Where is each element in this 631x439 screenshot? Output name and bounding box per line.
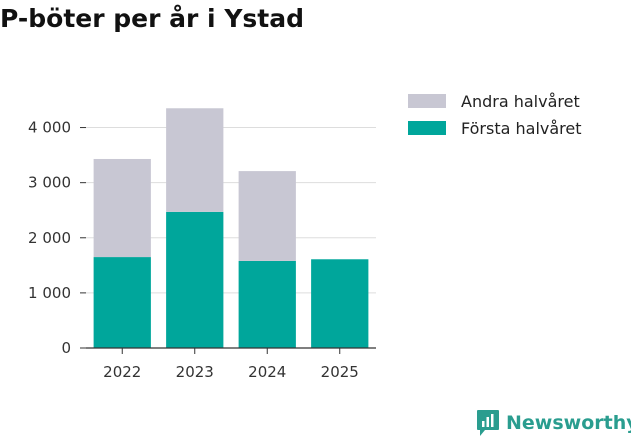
bar-2023-series-0	[166, 212, 223, 348]
y-tick-label: 4 000	[28, 119, 71, 137]
x-tick-label: 2023	[176, 363, 214, 381]
x-tick-label: 2024	[248, 363, 286, 381]
bars	[94, 108, 369, 348]
x-axis-ticks: 2022 2023 2024 2025	[103, 348, 359, 381]
newsworthy-logo: Newsworthy	[476, 408, 631, 438]
legend-label: Andra halvåret	[461, 92, 580, 111]
bar-2022-series-1	[94, 159, 151, 257]
legend: Andra halvåret Första halvåret	[408, 92, 582, 138]
bar-2022-series-0	[94, 257, 151, 348]
y-tick-label: 2 000	[28, 229, 71, 247]
legend-swatch-series-0	[408, 121, 446, 135]
newsworthy-logo-text: Newsworthy	[506, 412, 631, 434]
y-tick-label: 1 000	[28, 284, 71, 302]
x-tick-label: 2022	[103, 363, 141, 381]
y-tick-label: 0	[61, 339, 71, 357]
bar-2023-series-1	[166, 108, 223, 212]
x-tick-label: 2025	[321, 363, 359, 381]
legend-label: Första halvåret	[461, 119, 582, 138]
bar-2024-series-1	[239, 171, 296, 261]
bar-2024-series-0	[239, 261, 296, 348]
legend-swatch-series-1	[408, 94, 446, 108]
y-tick-label: 3 000	[28, 174, 71, 192]
newsworthy-logo-icon	[476, 409, 500, 437]
y-axis-ticks: 0 1 000 2 000 3 000 4 000	[28, 119, 86, 357]
bar-2025-series-0	[311, 259, 368, 348]
